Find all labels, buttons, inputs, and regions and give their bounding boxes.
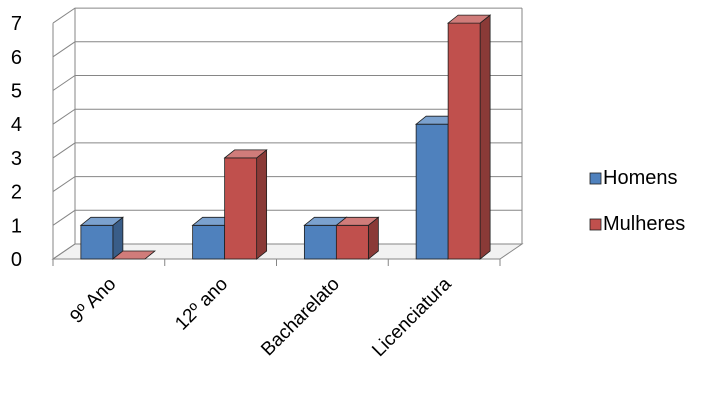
y-tick-label-5: 5 <box>11 81 22 103</box>
bar-mulheres-licenciatura <box>446 14 492 260</box>
x-category-label-bacharelato: Bacharelato <box>257 274 344 361</box>
y-tick-label-7: 7 <box>11 13 22 35</box>
legend-label-mulheres: Mulheres <box>603 213 685 235</box>
y-tick-label-0: 0 <box>11 249 22 271</box>
y-tick-label-6: 6 <box>11 47 22 69</box>
bar-homens-9-ano <box>79 216 125 260</box>
bar-mulheres-bacharelato <box>335 216 380 260</box>
x-category-label-12-ano: 12º ano <box>171 274 232 335</box>
x-category-label-9-ano: 9º Ano <box>66 274 120 328</box>
x-category-label-licenciatura: Licenciatura <box>368 273 456 361</box>
bar-mulheres-12-ano <box>223 149 268 260</box>
y-tick-label-2: 2 <box>11 182 22 204</box>
legend-swatch-mulheres <box>589 218 602 231</box>
legend-swatch-homens <box>589 172 602 185</box>
y-tick-label-1: 1 <box>11 215 22 237</box>
bar-mulheres-9-ano <box>111 250 157 260</box>
y-tick-label-4: 4 <box>11 114 22 136</box>
legend-label-homens: Homens <box>603 167 677 189</box>
y-tick-label-3: 3 <box>11 148 22 170</box>
